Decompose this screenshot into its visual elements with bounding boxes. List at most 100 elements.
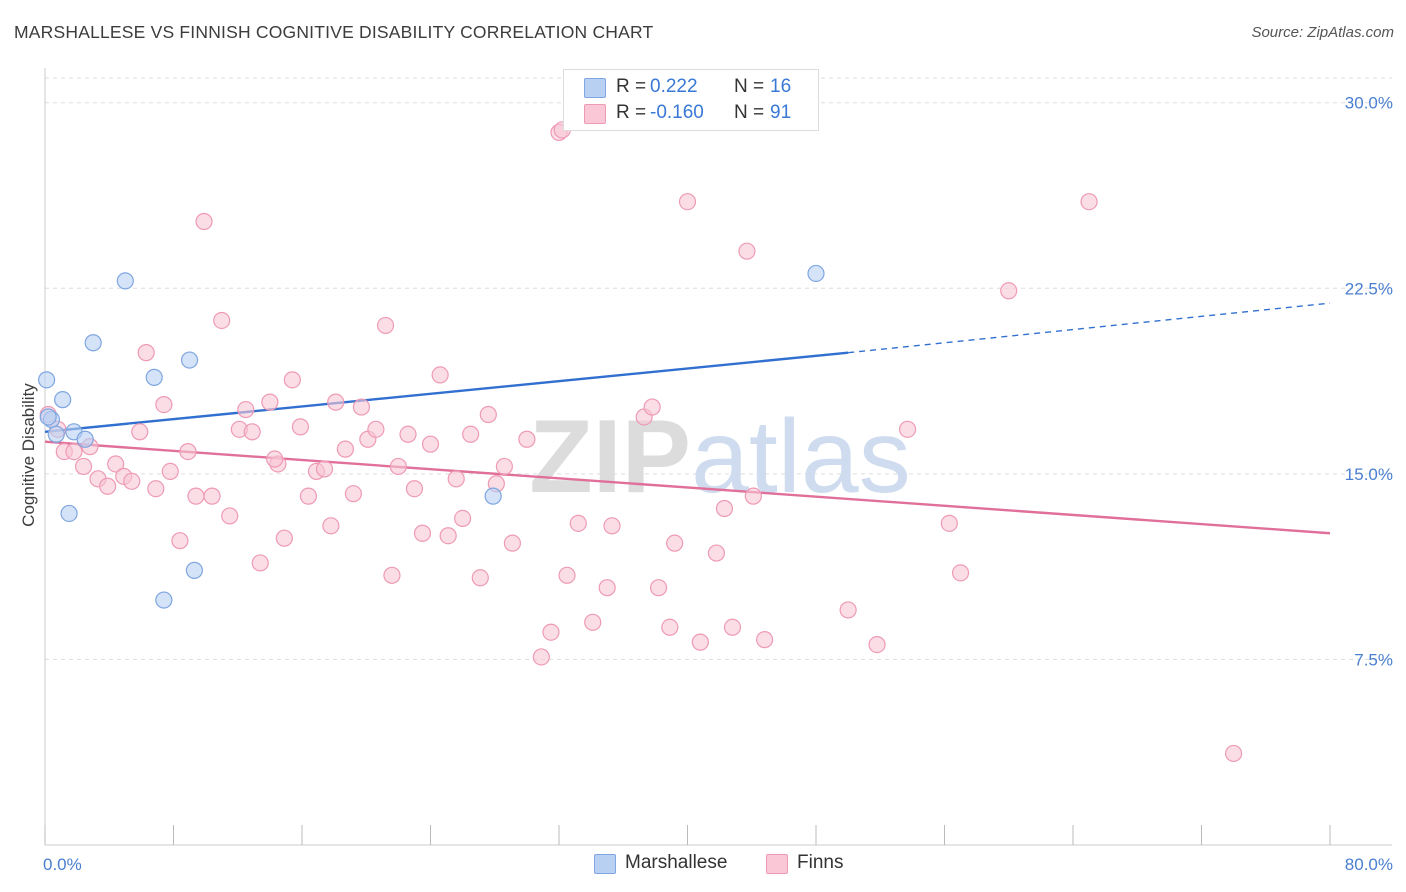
finns-point [868, 635, 886, 654]
finns-point [649, 579, 668, 597]
y-axis-label: Cognitive Disability [19, 383, 38, 527]
finns-point [251, 554, 269, 572]
finns-point [376, 316, 395, 335]
finns-point [291, 418, 309, 436]
legend-n-value: 91 [770, 102, 792, 123]
finns-point [266, 450, 284, 468]
finns-point [99, 477, 117, 495]
finns-point [243, 423, 261, 441]
finns-point [421, 435, 440, 453]
finns-point [431, 366, 449, 384]
legend-swatch-marshallese [584, 78, 606, 98]
marshallese-point [155, 591, 173, 609]
marshallese-point [76, 430, 94, 448]
finns-point [661, 618, 679, 636]
y-tick-label: 30.0% [1345, 94, 1393, 113]
marshallese-point [185, 561, 203, 579]
finns-point [691, 633, 709, 651]
finns-point [137, 344, 155, 362]
finns-point [738, 242, 756, 260]
marshallese-point [39, 408, 57, 426]
y-tick-label: 7.5% [1354, 650, 1393, 669]
finns-trend-line [44, 440, 1331, 535]
finns-point [479, 405, 497, 424]
marshallese-trend-line [44, 351, 849, 434]
watermark: ZIPatlas [529, 399, 910, 515]
source-label: Source: ZipAtlas.com [1251, 24, 1394, 41]
finns-point [179, 443, 197, 461]
finns-point [155, 395, 173, 414]
marshallese-point [145, 368, 163, 386]
finns-point [367, 420, 385, 438]
finns-point [283, 371, 301, 389]
legend-n-label: N = [734, 102, 765, 123]
finns-point [261, 393, 279, 411]
data-points [38, 121, 1243, 763]
chart-title: MARSHALLESE VS FINNISH COGNITIVE DISABIL… [14, 22, 654, 42]
marshallese-trend-extension [848, 302, 1331, 354]
finns-point [558, 566, 576, 584]
finns-point [195, 212, 213, 231]
trend-lines [44, 302, 1331, 535]
legend-r-label: R = [616, 102, 647, 123]
y-tick-label: 15.0% [1345, 465, 1393, 484]
marshallese-point [60, 504, 78, 523]
finns-point [399, 425, 417, 443]
finns-point [723, 618, 742, 636]
finns-point [1000, 282, 1018, 300]
finns-point [315, 460, 334, 478]
marshallese-point [484, 487, 502, 505]
finns-point [715, 499, 734, 518]
grid-lines [45, 77, 1392, 660]
marshallese-point [84, 334, 102, 352]
finns-point [65, 443, 83, 461]
legend-r-value: -0.160 [650, 102, 704, 123]
legend-n-value: 16 [770, 76, 792, 97]
finns-point [131, 423, 149, 441]
finns-point [447, 470, 465, 488]
finns-point [299, 487, 318, 505]
finns-point [518, 430, 536, 448]
finns-point [755, 631, 774, 649]
legend-r-value: 0.222 [650, 76, 698, 97]
axes [44, 68, 1392, 846]
marshallese-point [38, 371, 56, 389]
finns-point [275, 529, 293, 547]
finns-point [203, 487, 221, 505]
finns-point [405, 480, 424, 498]
finns-point [221, 507, 239, 525]
finns-point [389, 457, 407, 476]
finns-point [171, 532, 189, 550]
legend-r-label: R = [616, 76, 647, 97]
finns-point [213, 311, 231, 330]
tick-labels: 7.5% 15.0% 22.5% 30.0% 0.0% 80.0% [43, 94, 1393, 874]
finns-point [352, 398, 371, 416]
finns-point [503, 534, 522, 552]
finns-point [951, 564, 970, 582]
marshallese-point [116, 272, 134, 290]
legend-swatch-finns [766, 854, 788, 874]
finns-point [542, 623, 560, 641]
finns-point [123, 472, 141, 490]
finns-point [1225, 744, 1243, 763]
finns-point [327, 393, 345, 411]
finns-point [603, 517, 621, 535]
marshallese-point [54, 391, 72, 409]
finns-point [744, 487, 762, 505]
marshallese-point [807, 264, 825, 283]
finns-point [454, 509, 472, 528]
finns-point [322, 517, 340, 535]
legend-swatch-marshallese [594, 854, 616, 874]
x-tick-label: 80.0% [1345, 855, 1393, 874]
finns-point [187, 487, 205, 505]
finns-point [74, 457, 93, 476]
finns-point [707, 544, 726, 562]
finns-point [336, 440, 354, 458]
legend-swatch-finns [584, 104, 606, 124]
finns-point [147, 480, 165, 498]
y-tick-label: 22.5% [1345, 279, 1393, 298]
marshallese-point [180, 351, 199, 369]
finns-point [237, 400, 255, 419]
finns-point [413, 524, 432, 542]
